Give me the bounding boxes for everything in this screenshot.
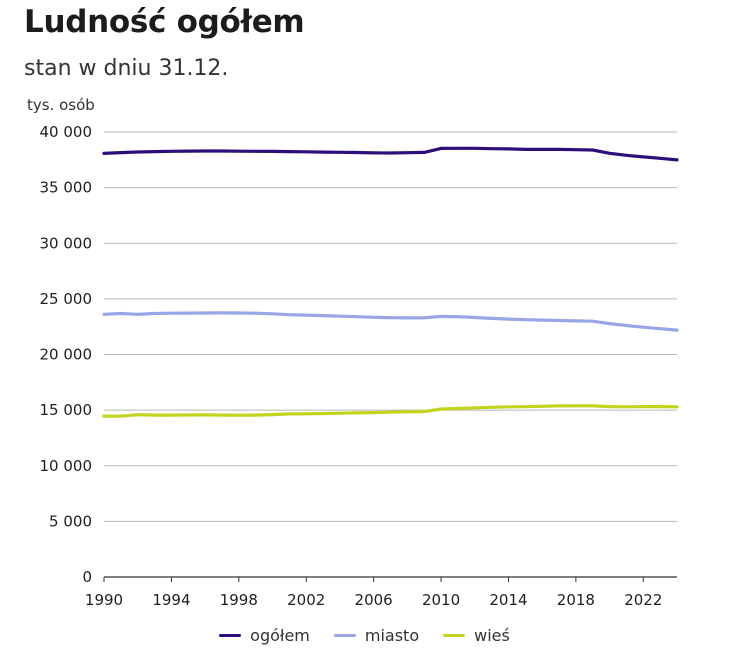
x-tick-label: 2002 — [287, 591, 325, 609]
y-tick-label: 5 000 — [49, 512, 92, 530]
y-tick-label: 0 — [82, 568, 92, 586]
series-line-wies — [102, 404, 679, 418]
chart-subtitle: stan w dniu 31.12. — [24, 56, 229, 81]
x-tick-label: 2006 — [355, 591, 393, 609]
legend-label: wieś — [474, 626, 510, 645]
legend-label: ogółem — [250, 626, 310, 645]
series-line-ogolem — [102, 146, 679, 162]
legend-label: miasto — [364, 626, 420, 645]
y-tick-label: 40 000 — [40, 123, 93, 141]
y-tick-label: 10 000 — [40, 457, 93, 475]
series-lines — [102, 146, 679, 418]
legend-swatch — [333, 634, 356, 637]
y-tick-label: 30 000 — [40, 234, 93, 252]
x-tick-label: 2010 — [422, 591, 460, 609]
y-axis-ticks: 0 5 000 10 000 15 000 20 000 25 000 30 000 35 0… — [40, 123, 93, 586]
x-axis-ticks: 1990 1994 1998 2002 2006 2010 2014 2018 2022 — [85, 577, 662, 609]
x-tick-label: 2022 — [624, 591, 662, 609]
legend-item: miasto — [333, 626, 420, 645]
legend-item: wieś — [443, 626, 510, 645]
x-tick-label: 2014 — [489, 591, 527, 609]
series-line-miasto — [102, 311, 679, 332]
y-tick-label: 15 000 — [40, 401, 93, 419]
gridlines — [104, 131, 677, 578]
y-tick-label: 35 000 — [40, 179, 93, 197]
y-tick-label: 25 000 — [40, 290, 93, 308]
legend: ogółem miasto wieś — [0, 626, 729, 645]
y-axis-unit-label: tys. osób — [27, 96, 95, 114]
chart-title: Ludność ogółem — [24, 4, 305, 40]
legend-item: ogółem — [219, 626, 310, 645]
y-tick-label: 20 000 — [40, 346, 93, 364]
legend-swatch — [443, 634, 466, 637]
x-tick-label: 1990 — [85, 591, 123, 609]
x-tick-label: 1994 — [152, 591, 190, 609]
x-tick-label: 2018 — [557, 591, 595, 609]
legend-swatch — [219, 634, 242, 637]
x-tick-label: 1998 — [220, 591, 258, 609]
